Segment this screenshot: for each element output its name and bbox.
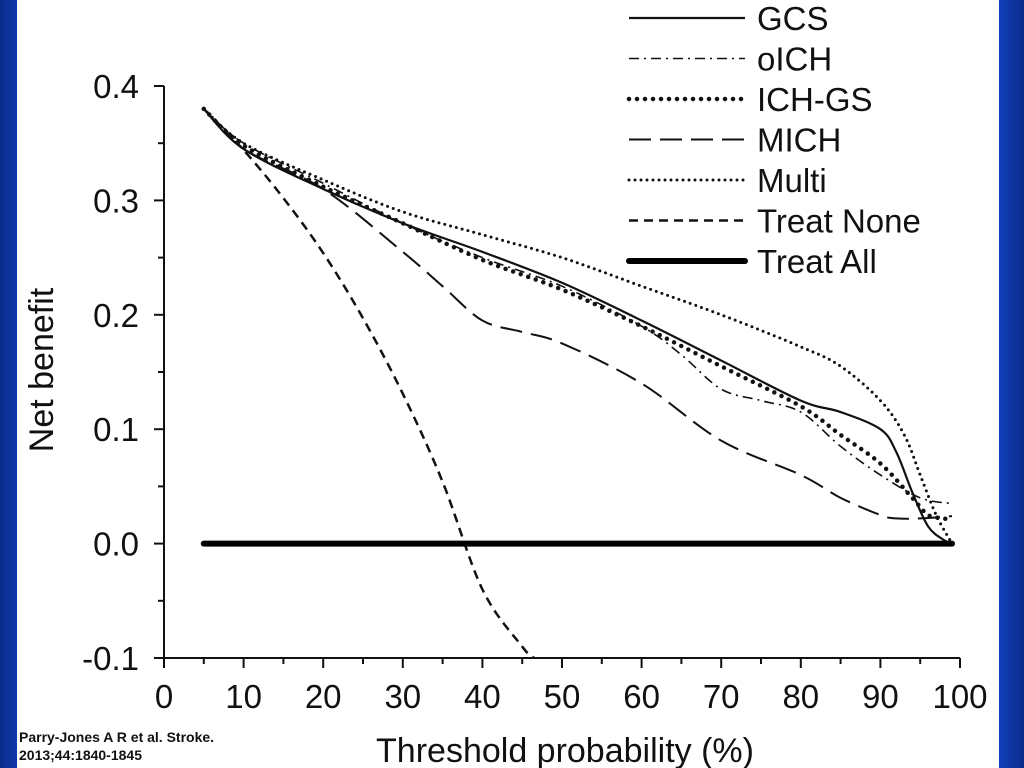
y-tick-label: 0.2 xyxy=(93,297,139,334)
series-line-treat-none xyxy=(202,108,536,658)
x-tick-label: 20 xyxy=(305,678,342,715)
series-layer xyxy=(200,106,956,658)
y-tick-label: 0.1 xyxy=(93,411,139,448)
y-tick-label: -0.1 xyxy=(82,640,139,677)
citation: Parry-Jones A R et al. Stroke. 2013;44:1… xyxy=(19,728,299,764)
y-tick-label: 0.3 xyxy=(93,182,139,219)
citation-line-1: Parry-Jones A R et al. Stroke. xyxy=(19,729,215,745)
x-tick-label: 10 xyxy=(225,678,262,715)
legend-label-ich-gs: ICH-GS xyxy=(757,81,873,118)
series-line-multi xyxy=(202,107,954,546)
series-line-oich xyxy=(203,108,953,505)
legend-label-gcs: GCS xyxy=(757,0,829,37)
series-line-mich xyxy=(203,108,953,520)
legend-label-treat-none: Treat None xyxy=(757,203,921,240)
x-axis-title: Threshold probability (%) xyxy=(376,732,754,768)
legend-label-mich: MICH xyxy=(757,122,841,159)
x-tick-label: 0 xyxy=(155,678,173,715)
decision-curve-chart: -0.1 0.0 0.1 0.2 0.3 0.4 0 10 20 30 40 50 60 70 80 90 10… xyxy=(23,0,988,768)
x-tick-label: 80 xyxy=(782,678,819,715)
x-tick-label: 60 xyxy=(623,678,660,715)
x-tick-label: 100 xyxy=(932,678,987,715)
x-tick-label: 30 xyxy=(384,678,421,715)
legend-label-oich: oICH xyxy=(757,41,832,78)
series-line-ich-gs xyxy=(201,106,955,523)
series-line-gcs xyxy=(203,108,953,545)
axes: -0.1 0.0 0.1 0.2 0.3 0.4 0 10 20 30 40 50 60 70 80 90 10… xyxy=(82,68,987,715)
legend-label-multi: Multi xyxy=(757,162,827,199)
legend-label-treat-all: Treat All xyxy=(757,243,877,280)
citation-line-2: 2013;44:1840-1845 xyxy=(19,747,142,763)
y-axis-title: Net benefit xyxy=(23,287,61,452)
x-tick-label: 40 xyxy=(464,678,501,715)
slide: -0.1 0.0 0.1 0.2 0.3 0.4 0 10 20 30 40 50 60 70 80 90 10… xyxy=(17,0,999,768)
x-tick-label: 70 xyxy=(703,678,740,715)
x-tick-label: 50 xyxy=(544,678,581,715)
x-tick-label: 90 xyxy=(862,678,899,715)
y-tick-label: 0.0 xyxy=(93,526,139,563)
y-tick-label: 0.4 xyxy=(93,68,139,105)
